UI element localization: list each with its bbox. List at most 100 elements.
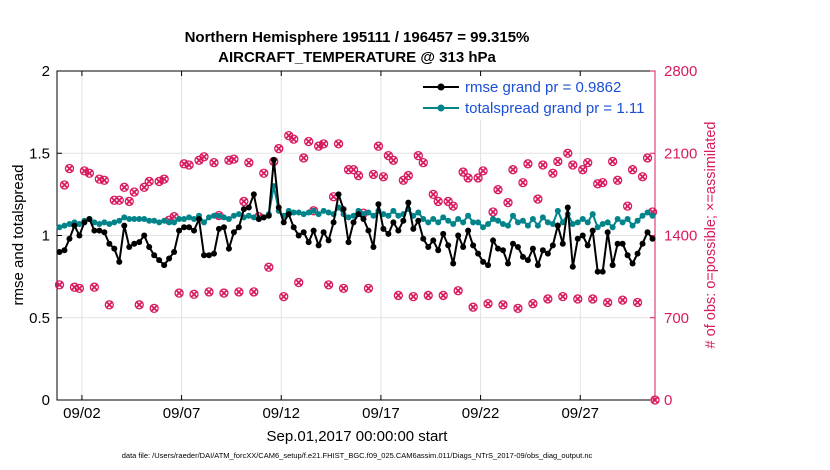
obs-possible-point xyxy=(423,290,433,301)
rmse-point xyxy=(285,211,292,218)
totalspread-point xyxy=(599,220,606,227)
obs-assimilated-point xyxy=(240,197,248,206)
obs-possible-point xyxy=(568,160,578,170)
rmse-point xyxy=(220,224,227,231)
obs-possible-point xyxy=(473,173,483,183)
totalspread-point xyxy=(455,216,462,223)
obs-possible-point xyxy=(622,201,633,211)
rmse-point xyxy=(480,258,487,265)
obs-possible-point xyxy=(54,280,65,290)
totalspread-point xyxy=(146,217,153,224)
obs-assimilated-point xyxy=(529,299,537,308)
obs-assimilated-point xyxy=(638,172,647,181)
y2-axis-ticks: 0 700 1400 2100 2800 xyxy=(650,63,697,409)
obs-possible-point xyxy=(119,182,129,192)
obs-possible-point xyxy=(209,157,219,168)
obs-possible-point xyxy=(573,294,583,304)
obs-assimilated-point xyxy=(608,157,617,166)
obs-possible-point xyxy=(373,141,384,151)
y-tick-label: 1 xyxy=(42,228,50,245)
obs-possible-point xyxy=(204,287,214,297)
obs-assimilated-point xyxy=(514,304,522,313)
obs-assimilated-point xyxy=(389,156,398,165)
totalspread-point xyxy=(370,212,377,219)
totalspread-point xyxy=(519,217,526,224)
obs-possible-point xyxy=(378,172,389,182)
obs-assimilated-point xyxy=(539,161,547,169)
totalspread-point xyxy=(101,219,108,226)
totalspread-point xyxy=(569,220,576,227)
rmse-point xyxy=(420,235,427,242)
rmse-point xyxy=(215,225,222,232)
obs-assimilated-point xyxy=(479,167,487,175)
rmse-point xyxy=(131,240,138,247)
rmse-point xyxy=(539,247,546,254)
obs-possible-point xyxy=(289,134,299,144)
rmse-point xyxy=(350,219,357,226)
totalspread-point xyxy=(549,220,556,227)
rmse-point xyxy=(504,260,511,267)
rmse-point xyxy=(121,222,128,229)
totalspread-point xyxy=(295,209,302,216)
obs-possible-point xyxy=(219,288,229,298)
obs-possible-point xyxy=(333,139,344,149)
rmse-point xyxy=(290,224,297,231)
rmse-point xyxy=(619,240,626,247)
totalspread-point xyxy=(235,211,242,218)
obs-possible-point xyxy=(503,197,513,208)
rmse-point xyxy=(305,239,312,246)
rmse-point xyxy=(96,227,103,234)
totalspread-point xyxy=(350,212,357,219)
rmse-point xyxy=(529,245,536,252)
totalspread-point xyxy=(300,211,307,218)
obs-assimilated-point xyxy=(334,140,343,148)
totalspread-point xyxy=(495,217,502,224)
obs-assimilated-point xyxy=(489,208,497,216)
obs-possible-point xyxy=(304,136,314,147)
rmse-point xyxy=(166,255,173,262)
obs-assimilated-point xyxy=(210,158,218,167)
y2-tick-label: 2800 xyxy=(664,63,697,80)
totalspread-point xyxy=(201,219,208,226)
totalspread-point xyxy=(544,219,551,226)
obs-possible-point xyxy=(274,143,284,154)
totalspread-point xyxy=(589,211,596,218)
obs-assimilated-point xyxy=(364,284,373,293)
totalspread-point xyxy=(106,220,113,227)
obs-possible-point xyxy=(393,290,404,301)
totalspread-point xyxy=(415,209,422,216)
rmse-point xyxy=(171,248,178,255)
obs-possible-point xyxy=(458,167,468,177)
obs-assimilated-point xyxy=(369,170,378,179)
obs-possible-point xyxy=(403,170,413,181)
obs-assimilated-point xyxy=(205,288,213,296)
obs-possible-point xyxy=(627,165,638,175)
obs-assimilated-point xyxy=(439,291,448,300)
x-tick-label: 09/07 xyxy=(163,405,201,422)
obs-assimilated-point xyxy=(259,169,268,178)
totalspread-point xyxy=(126,216,133,223)
obs-possible-point xyxy=(174,288,184,298)
obs-possible-point xyxy=(408,291,418,302)
obs-possible-point xyxy=(104,300,114,310)
obs-assimilated-point xyxy=(519,178,527,187)
rmse-point xyxy=(390,219,397,226)
totalspread-point xyxy=(191,216,198,223)
totalspread-point xyxy=(604,219,611,226)
obs-assimilated-point xyxy=(598,178,607,187)
obs-assimilated-point xyxy=(394,291,403,300)
totalspread-point xyxy=(310,207,317,214)
obs-possible-point xyxy=(79,166,90,176)
totalspread-point xyxy=(584,219,591,226)
totalspread-point xyxy=(345,214,352,221)
totalspread-point xyxy=(480,224,487,231)
obs-assimilated-point xyxy=(304,137,313,146)
obs-assimilated-point xyxy=(235,288,243,296)
rmse-point xyxy=(534,262,541,269)
obs-assimilated-point xyxy=(568,161,577,169)
obs-assimilated-point xyxy=(449,202,458,210)
totalspread-point xyxy=(514,219,521,226)
totalspread-point xyxy=(475,219,482,226)
obs-possible-point xyxy=(448,201,458,211)
rmse-point xyxy=(490,237,497,244)
